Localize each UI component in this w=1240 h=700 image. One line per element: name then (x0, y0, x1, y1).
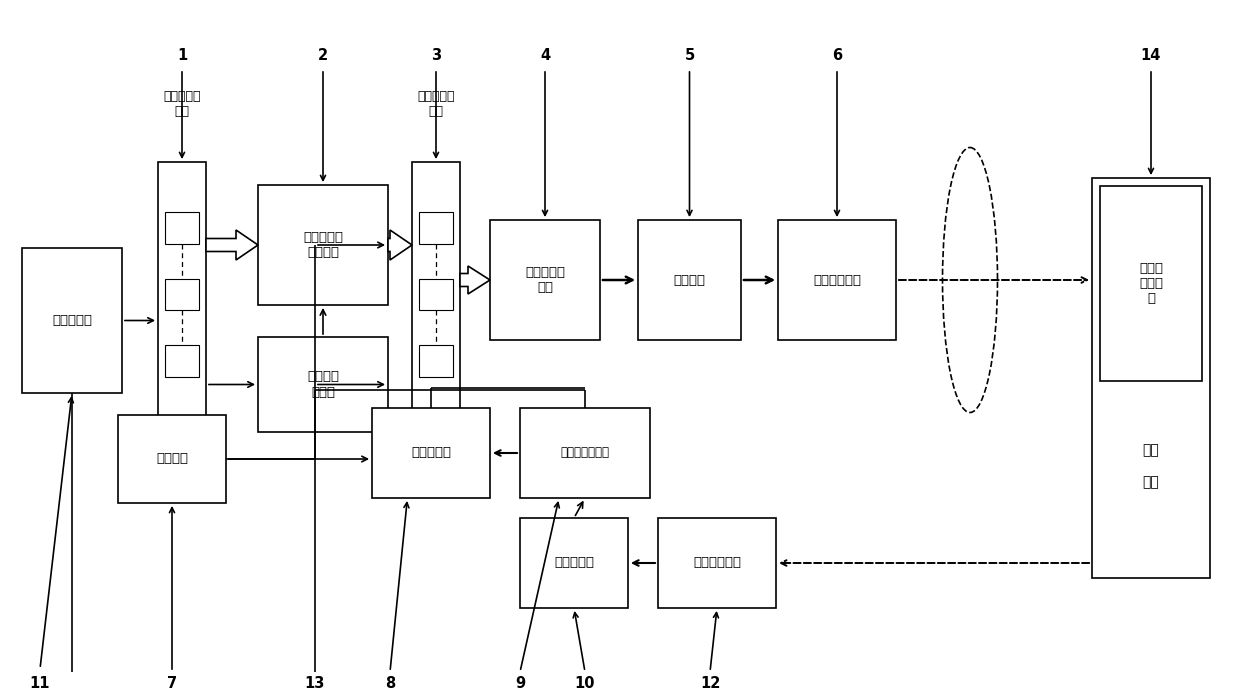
Bar (419, 212, 453, 244)
Text: 激光通
讯接收
端: 激光通 讯接收 端 (1140, 262, 1163, 305)
Text: 2: 2 (317, 48, 329, 62)
Text: 6: 6 (832, 48, 842, 62)
Text: 9: 9 (515, 676, 525, 690)
Text: 5: 5 (684, 48, 694, 62)
Bar (419, 279, 453, 310)
Text: 11: 11 (30, 676, 51, 690)
Text: 操控面板: 操控面板 (156, 452, 188, 466)
Bar (165, 345, 198, 377)
Polygon shape (388, 230, 412, 260)
Bar (412, 162, 460, 427)
Bar (639, 220, 742, 340)
Text: 多路激光分
束器: 多路激光分 束器 (164, 90, 201, 118)
Text: 多路激光并
束器: 多路激光并 束器 (525, 266, 565, 294)
Bar (490, 220, 600, 340)
Text: 3: 3 (432, 48, 441, 62)
Text: 10: 10 (575, 676, 595, 690)
Polygon shape (460, 266, 490, 294)
Bar (165, 212, 198, 244)
Bar (165, 279, 198, 310)
Text: 成像传感器: 成像传感器 (554, 556, 594, 570)
Text: 8: 8 (384, 676, 396, 690)
Bar (157, 162, 206, 427)
Bar (520, 408, 650, 498)
Text: 12: 12 (699, 676, 720, 690)
Text: 图像处理计算机: 图像处理计算机 (560, 447, 610, 459)
Bar (1092, 178, 1210, 578)
Bar (258, 337, 388, 432)
Bar (1100, 186, 1202, 381)
Text: 多路激光相
位控制器: 多路激光相 位控制器 (303, 231, 343, 259)
Text: 接收光学系统: 接收光学系统 (693, 556, 742, 570)
Text: 微透镜阵: 微透镜阵 (673, 274, 706, 286)
Text: 1: 1 (177, 48, 187, 62)
Bar (118, 415, 226, 503)
Text: 远端

目标: 远端 目标 (1142, 443, 1159, 489)
Text: 激光通讯
编码器: 激光通讯 编码器 (308, 370, 339, 398)
Text: 4: 4 (539, 48, 551, 62)
Polygon shape (206, 230, 258, 260)
Text: 多路激光放
大器: 多路激光放 大器 (417, 90, 455, 118)
Bar (520, 518, 627, 608)
Bar (777, 220, 897, 340)
Bar (22, 248, 122, 393)
Text: 7: 7 (167, 676, 177, 690)
Bar (419, 345, 453, 377)
Text: 14: 14 (1141, 48, 1161, 62)
Bar (372, 408, 490, 498)
Text: 显控计算机: 显控计算机 (410, 447, 451, 459)
Bar (658, 518, 776, 608)
Text: 发射光学系统: 发射光学系统 (813, 274, 861, 286)
Text: 激光种子源: 激光种子源 (52, 314, 92, 327)
Bar (258, 185, 388, 305)
Text: 13: 13 (305, 676, 325, 690)
